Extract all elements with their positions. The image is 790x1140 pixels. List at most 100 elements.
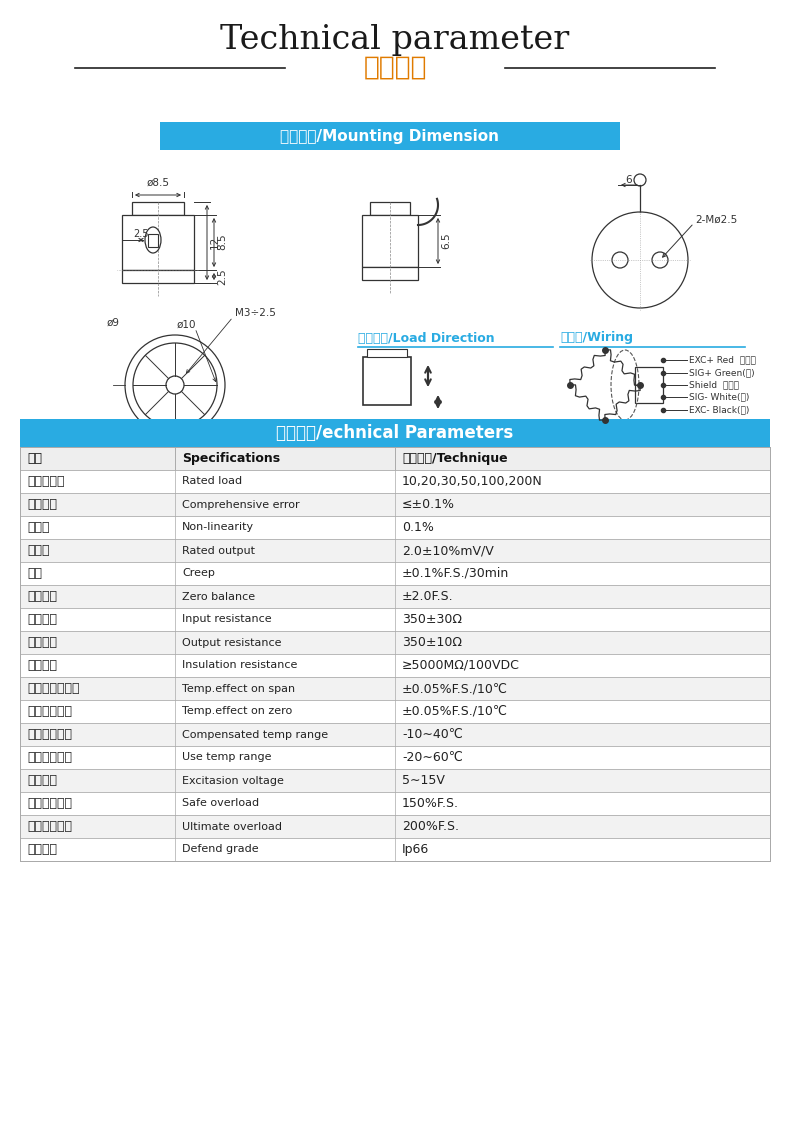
- Bar: [20, 539, 770, 562]
- Text: 安装尺寸/Mounting Dimension: 安装尺寸/Mounting Dimension: [280, 129, 499, 144]
- Text: Defend grade: Defend grade: [182, 845, 258, 855]
- Bar: [20, 447, 770, 470]
- Bar: [20, 746, 770, 770]
- Ellipse shape: [145, 227, 161, 253]
- Text: Temp.effect on zero: Temp.effect on zero: [182, 707, 292, 717]
- Bar: [132, 202, 184, 215]
- Bar: [20, 654, 770, 677]
- Bar: [370, 202, 410, 215]
- Bar: [160, 122, 620, 150]
- Text: 200%F.S.: 200%F.S.: [402, 820, 459, 833]
- Text: Rated load: Rated load: [182, 477, 242, 487]
- Text: EXC+ Red  （红）: EXC+ Red （红）: [689, 356, 756, 365]
- Bar: [20, 516, 770, 539]
- Text: ±2.0F.S.: ±2.0F.S.: [402, 591, 453, 603]
- Text: Input resistance: Input resistance: [182, 614, 272, 625]
- Text: SIG- White(白): SIG- White(白): [689, 392, 750, 401]
- Text: 2.0±10%mV/V: 2.0±10%mV/V: [402, 544, 494, 557]
- Text: 安全过载范围: 安全过载范围: [27, 797, 72, 811]
- Text: Use temp range: Use temp range: [182, 752, 272, 763]
- Text: Comprehensive error: Comprehensive error: [182, 499, 299, 510]
- Text: 零点输出: 零点输出: [27, 591, 57, 603]
- Bar: [635, 367, 663, 404]
- Bar: [20, 470, 770, 492]
- Text: 150%F.S.: 150%F.S.: [402, 797, 459, 811]
- Text: 灵敏度温度影响: 灵敏度温度影响: [27, 682, 80, 695]
- Text: Technical parameter: Technical parameter: [220, 24, 570, 56]
- Bar: [122, 215, 194, 270]
- Bar: [363, 357, 411, 405]
- Text: 激励电压: 激励电压: [27, 774, 57, 787]
- Bar: [20, 677, 770, 700]
- Bar: [20, 700, 770, 723]
- Text: 6: 6: [626, 176, 632, 185]
- Text: 350±10Ω: 350±10Ω: [402, 636, 462, 649]
- Bar: [20, 838, 770, 861]
- Circle shape: [166, 376, 184, 394]
- Text: 绶缘电阵: 绶缘电阵: [27, 659, 57, 671]
- Text: Specifications: Specifications: [182, 451, 280, 465]
- Text: 非线性: 非线性: [27, 521, 50, 534]
- Text: 零点温度影响: 零点温度影响: [27, 705, 72, 718]
- Text: ø10: ø10: [177, 320, 197, 329]
- Text: Excitasion voltage: Excitasion voltage: [182, 775, 284, 785]
- Text: ø9: ø9: [107, 318, 120, 328]
- Text: 综合误差: 综合误差: [27, 498, 57, 511]
- Circle shape: [592, 212, 688, 308]
- Text: 2.5: 2.5: [217, 269, 227, 285]
- Text: 2-Mø2.5: 2-Mø2.5: [695, 215, 737, 225]
- Text: M3÷2.5: M3÷2.5: [235, 308, 276, 318]
- Text: 5∼15V: 5∼15V: [402, 774, 445, 787]
- Text: -20∼60℃: -20∼60℃: [402, 751, 463, 764]
- Text: ≤±0.1%: ≤±0.1%: [402, 498, 455, 511]
- Bar: [20, 608, 770, 632]
- Text: Temp.effect on span: Temp.effect on span: [182, 684, 295, 693]
- Text: 传感器量程: 传感器量程: [27, 475, 65, 488]
- Bar: [20, 723, 770, 746]
- Text: Safe overload: Safe overload: [182, 798, 259, 808]
- Text: Zero balance: Zero balance: [182, 592, 255, 602]
- Text: 灵敏度: 灵敏度: [27, 544, 50, 557]
- Text: Non-linearity: Non-linearity: [182, 522, 254, 532]
- Text: ±0.05%F.S./10℃: ±0.05%F.S./10℃: [402, 682, 508, 695]
- Text: 技术参数: 技术参数: [363, 55, 427, 81]
- Text: Insulation resistance: Insulation resistance: [182, 660, 297, 670]
- Text: 使用温度范围: 使用温度范围: [27, 751, 72, 764]
- Bar: [362, 267, 418, 280]
- Text: 接线图/Wiring: 接线图/Wiring: [560, 332, 633, 344]
- Circle shape: [634, 174, 646, 186]
- Text: 输出阻抗: 输出阻抗: [27, 636, 57, 649]
- Circle shape: [652, 252, 668, 268]
- Text: 2.5: 2.5: [134, 229, 149, 239]
- Text: Ultimate overload: Ultimate overload: [182, 822, 282, 831]
- Text: 受力方式/Load Direction: 受力方式/Load Direction: [358, 332, 495, 344]
- Bar: [367, 349, 407, 357]
- Text: 输入阻抗: 输入阻抗: [27, 613, 57, 626]
- Text: 8.5: 8.5: [217, 234, 227, 251]
- Bar: [20, 562, 770, 585]
- Bar: [362, 215, 418, 267]
- Text: EXC- Black(黑): EXC- Black(黑): [689, 406, 750, 415]
- Text: ±0.05%F.S./10℃: ±0.05%F.S./10℃: [402, 705, 508, 718]
- Text: 参数: 参数: [27, 451, 42, 465]
- Text: -10∼40℃: -10∼40℃: [402, 728, 463, 741]
- Text: Creep: Creep: [182, 569, 215, 578]
- Text: ø8.5: ø8.5: [146, 178, 170, 188]
- Bar: [148, 234, 158, 247]
- Text: 6.5: 6.5: [441, 233, 451, 250]
- Bar: [20, 632, 770, 654]
- Text: ≥5000MΩ/100VDC: ≥5000MΩ/100VDC: [402, 659, 520, 671]
- Text: SIG+ Green(綠): SIG+ Green(綠): [689, 368, 754, 377]
- Bar: [20, 585, 770, 608]
- Text: 0.1%: 0.1%: [402, 521, 434, 534]
- Bar: [20, 770, 770, 792]
- Text: 10,20,30,50,100,200N: 10,20,30,50,100,200N: [402, 475, 543, 488]
- Text: Output resistance: Output resistance: [182, 637, 281, 648]
- Bar: [20, 815, 770, 838]
- Bar: [20, 420, 770, 447]
- Text: ±0.1%F.S./30min: ±0.1%F.S./30min: [402, 567, 510, 580]
- Circle shape: [612, 252, 628, 268]
- Bar: [20, 792, 770, 815]
- Bar: [20, 492, 770, 516]
- Bar: [122, 270, 194, 283]
